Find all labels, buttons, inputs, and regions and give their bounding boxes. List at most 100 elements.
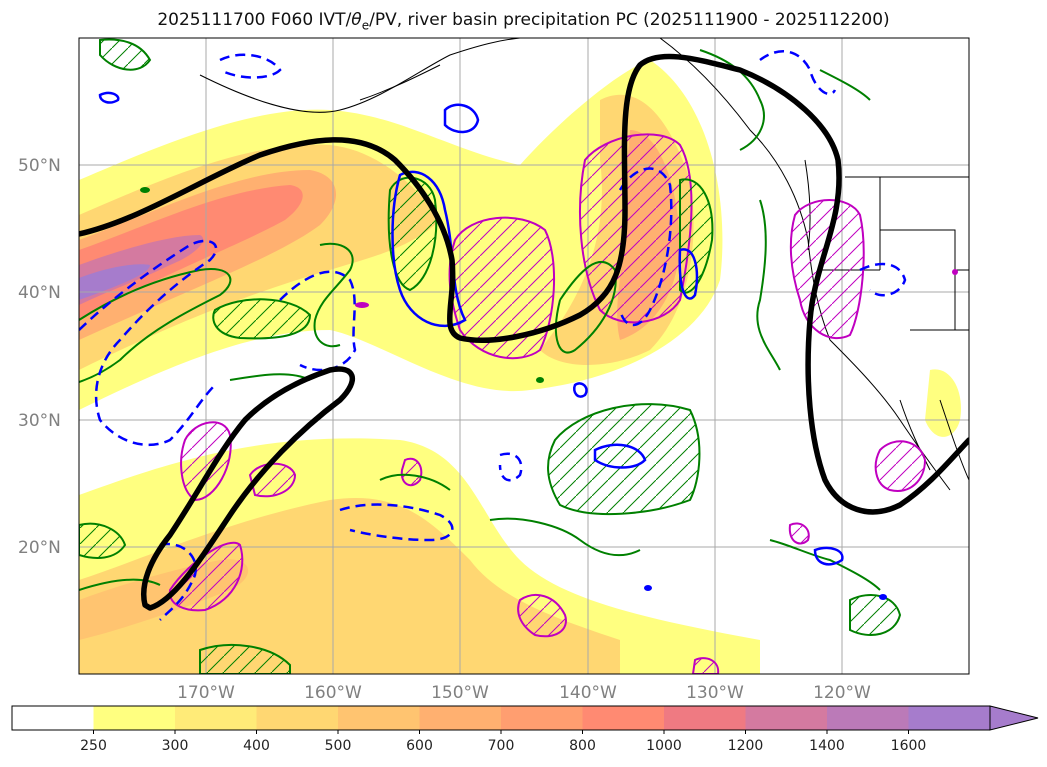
blue-solid-south bbox=[813, 546, 844, 566]
aleutian-coast bbox=[199, 38, 521, 113]
blue-dashed-west bbox=[79, 239, 218, 447]
blue-solid-east bbox=[678, 248, 699, 300]
lon-label-170w: 170°W bbox=[177, 683, 235, 703]
precipitation-pc-contours bbox=[168, 133, 927, 674]
green-contour-lines bbox=[79, 49, 881, 591]
green-line-west-2 bbox=[313, 242, 354, 348]
blue-dot-1 bbox=[644, 585, 652, 591]
theta-subscript: e bbox=[361, 18, 370, 33]
colorbar-swatch-6 bbox=[501, 706, 583, 730]
latitude-labels: 50°N 40°N 30°N 20°N bbox=[18, 156, 61, 558]
colorbar-swatch-8 bbox=[664, 706, 746, 730]
magenta-region-small bbox=[400, 457, 423, 487]
lon-label-130w: 130°W bbox=[686, 683, 744, 703]
lat-label-40n: 40°N bbox=[18, 283, 61, 303]
alaska-peninsula-coast bbox=[359, 64, 441, 101]
green-line-northeast bbox=[819, 69, 871, 101]
colorbar-swatch-4 bbox=[338, 706, 420, 730]
colorbar-label-500: 500 bbox=[325, 738, 352, 754]
colorbar-label-800: 800 bbox=[569, 738, 596, 754]
pv-contours bbox=[79, 53, 969, 611]
green-region-southwest bbox=[79, 522, 127, 559]
longitude-labels: 170°W 160°W 150°W 140°W 130°W 120°W bbox=[177, 683, 871, 703]
blue-solid-small bbox=[573, 382, 588, 398]
colorbar-label-1600: 1600 bbox=[891, 738, 927, 754]
blue-dashed-subtropical bbox=[498, 452, 523, 482]
magenta-region-east bbox=[579, 133, 693, 324]
green-region-west bbox=[212, 298, 312, 340]
green-region-east-coast bbox=[679, 178, 714, 294]
green-line-southwest bbox=[79, 578, 161, 591]
lat-label-30n: 30°N bbox=[18, 411, 61, 431]
magenta-dot-1 bbox=[355, 302, 369, 308]
pv-contour-main bbox=[79, 53, 969, 515]
map-title: 2025111700 F060 IVT/θe/PV, river basin p… bbox=[0, 10, 1047, 32]
green-line-coast bbox=[756, 199, 781, 371]
magenta-dot-2 bbox=[952, 269, 958, 275]
green-line-east-1 bbox=[554, 260, 617, 354]
theta-symbol: θ bbox=[351, 10, 362, 30]
green-region-southeast bbox=[849, 594, 902, 636]
blue-solid-north bbox=[443, 103, 480, 134]
magenta-region-tiny bbox=[788, 522, 810, 545]
green-dot-2 bbox=[536, 377, 544, 383]
green-line-south bbox=[489, 517, 641, 557]
lon-label-150w: 150°W bbox=[431, 683, 489, 703]
green-line-southeast bbox=[769, 539, 881, 591]
colorbar: 250 300 400 500 600 700 800 1000 1200 1400 1600 bbox=[11, 705, 1039, 754]
colorbar-swatch-3 bbox=[256, 706, 339, 730]
lon-label-160w: 160°W bbox=[304, 683, 362, 703]
lat-label-20n: 20°N bbox=[18, 538, 61, 558]
map-area bbox=[79, 38, 969, 674]
scattered-markers bbox=[140, 187, 958, 600]
magenta-region-bottom bbox=[691, 657, 720, 674]
green-line-middle bbox=[379, 473, 451, 491]
colorbar-label-300: 300 bbox=[162, 738, 189, 754]
blue-dashed-south bbox=[339, 503, 454, 542]
colorbar-label-1000: 1000 bbox=[646, 738, 682, 754]
colorbar-label-1400: 1400 bbox=[809, 738, 845, 754]
green-region-subtropical bbox=[547, 403, 701, 516]
colorbar-swatch-5 bbox=[419, 706, 502, 730]
ivt-atmospheric-river-1600 bbox=[79, 264, 150, 300]
blue-dot-2 bbox=[879, 594, 887, 600]
title-suffix: /PV, river basin precipitation PC (20251… bbox=[369, 10, 890, 30]
colorbar-label-250: 250 bbox=[80, 738, 107, 754]
green-line-north bbox=[699, 49, 765, 151]
map-frame bbox=[78, 37, 970, 675]
green-region-bottom bbox=[199, 644, 291, 674]
colorbar-swatch-10 bbox=[827, 706, 909, 730]
colorbar-swatch-11 bbox=[908, 706, 991, 730]
colorbar-swatch-9 bbox=[745, 706, 828, 730]
green-region-north bbox=[99, 38, 152, 71]
blue-solid-central bbox=[391, 170, 467, 328]
lat-label-50n: 50°N bbox=[18, 156, 61, 176]
blue-dashed-east bbox=[618, 167, 673, 327]
colorbar-extend-arrow bbox=[989, 705, 1039, 731]
lon-label-120w: 120°W bbox=[813, 683, 871, 703]
magenta-region-coast bbox=[789, 199, 865, 340]
colorbar-label-700: 700 bbox=[488, 738, 515, 754]
blue-solid-subtropical bbox=[593, 443, 647, 469]
green-region-central bbox=[387, 176, 438, 292]
baja-coast bbox=[899, 399, 931, 471]
colorbar-swatch-2 bbox=[175, 706, 257, 730]
magenta-region-south bbox=[517, 594, 567, 638]
blue-dashed-northeast bbox=[759, 50, 837, 96]
green-contours bbox=[79, 38, 902, 674]
blue-dashed-southwest bbox=[159, 542, 198, 621]
title-prefix: 2025111700 F060 IVT/ bbox=[157, 10, 352, 30]
magenta-region-central bbox=[448, 216, 556, 360]
colorbar-label-600: 600 bbox=[406, 738, 433, 754]
colorbar-swatch-1 bbox=[93, 706, 176, 730]
blue-contours bbox=[98, 91, 844, 566]
green-line-west-1 bbox=[79, 268, 232, 383]
mexico-coast bbox=[939, 399, 969, 481]
blue-dashed-north bbox=[219, 53, 282, 79]
blue-dashed-coast bbox=[859, 262, 907, 297]
lon-label-140w: 140°W bbox=[559, 683, 617, 703]
colorbar-swatch-7 bbox=[582, 706, 665, 730]
colorbar-label-400: 400 bbox=[243, 738, 270, 754]
colorbar-swatch-0 bbox=[12, 706, 94, 730]
